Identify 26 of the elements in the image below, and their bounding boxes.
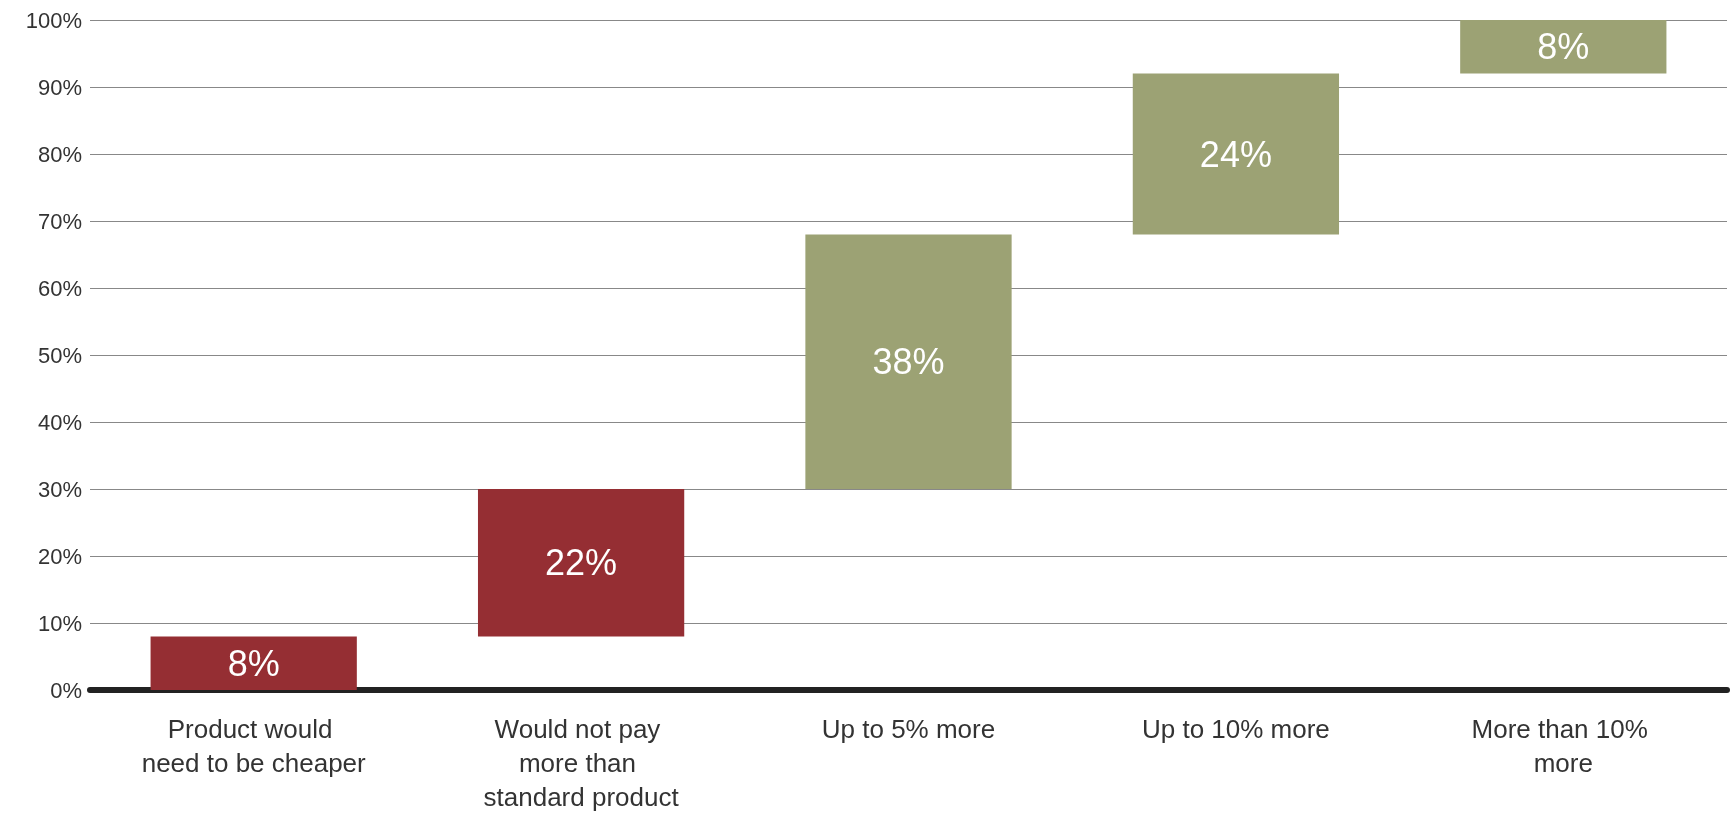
y-tick-label: 40% [37, 409, 82, 435]
y-tick-label: 60% [37, 275, 82, 301]
y-tick-label: 50% [37, 342, 82, 368]
x-tick-label: Would not pay more than standard product [483, 714, 680, 812]
x-tick-label: Up to 10% more [1141, 714, 1330, 744]
y-tick-label: 10% [37, 610, 82, 636]
data-label: 8% [227, 642, 280, 684]
y-tick-label: 80% [37, 141, 82, 167]
y-tick-label: 100% [25, 7, 82, 33]
bar [150, 636, 357, 690]
data-label: 24% [1199, 133, 1272, 175]
bar [1460, 20, 1667, 74]
data-label: 22% [545, 542, 618, 584]
x-tick-label: Up to 5% more [821, 714, 996, 744]
bar [1132, 73, 1340, 235]
y-tick-label: 90% [37, 74, 82, 100]
x-tick-label: More than 10% more [1471, 714, 1656, 778]
y-tick-label: 70% [37, 208, 82, 234]
bar [805, 234, 1012, 489]
x-tick-label: Product would need to be cheaper [141, 714, 367, 778]
y-tick-label: 0% [50, 677, 82, 703]
y-tick-label: 20% [37, 543, 82, 569]
y-tick-label: 30% [37, 476, 82, 502]
data-label: 8% [1537, 26, 1590, 68]
data-label: 38% [872, 341, 945, 383]
bar [477, 489, 685, 637]
